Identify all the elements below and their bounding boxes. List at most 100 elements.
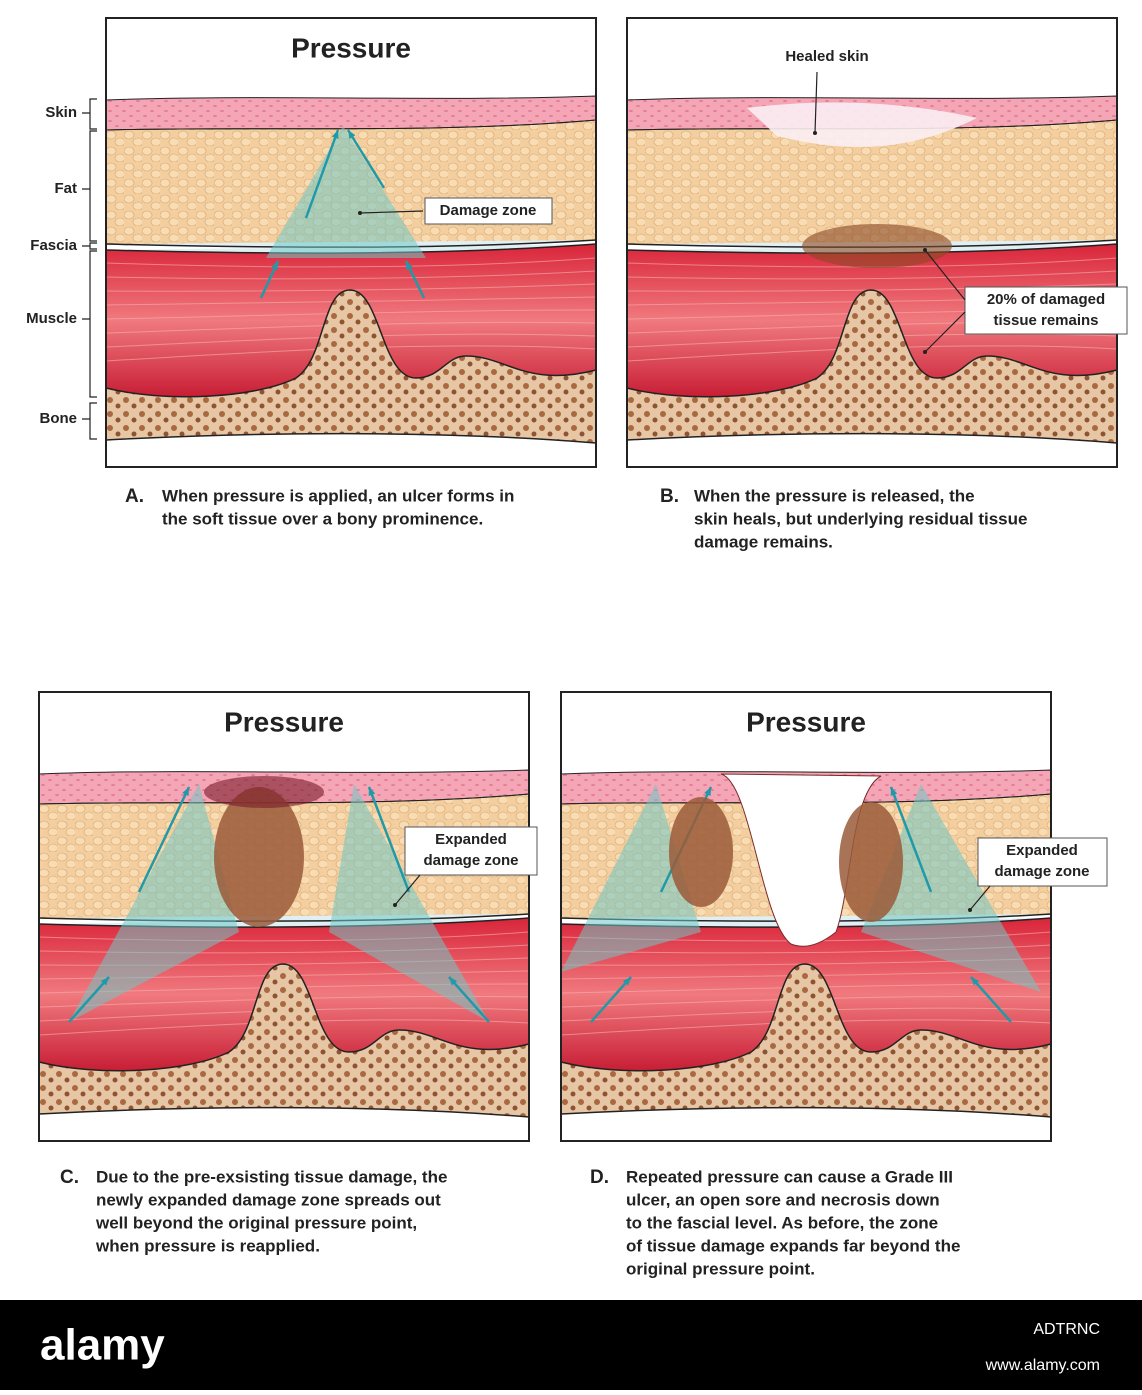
callout-arrow bbox=[814, 71, 818, 134]
layer-label: Fascia bbox=[30, 237, 77, 254]
arrow-head bbox=[890, 787, 898, 796]
necrosis bbox=[669, 797, 733, 907]
muscle-fiber bbox=[105, 257, 597, 268]
arrow bbox=[68, 976, 110, 1023]
callout-tip bbox=[393, 903, 397, 907]
callout-arrow bbox=[394, 874, 421, 906]
layer-bracket bbox=[82, 98, 97, 130]
caption-line: damage remains. bbox=[694, 532, 833, 551]
callout-tip bbox=[968, 908, 972, 912]
muscle-fiber bbox=[38, 944, 530, 954]
layer-bracket bbox=[82, 402, 97, 440]
callout-box bbox=[977, 837, 1108, 887]
panel-title: Pressure bbox=[746, 706, 866, 737]
damage-zone bbox=[329, 784, 489, 1022]
caption-line: original pressure point. bbox=[626, 1259, 815, 1278]
arrow-head bbox=[331, 130, 339, 139]
callout-tip bbox=[923, 350, 927, 354]
panel bbox=[626, 17, 1118, 468]
caption-line: When the pressure is released, the bbox=[694, 486, 975, 505]
callout-arrow bbox=[969, 885, 991, 911]
bone-layer bbox=[626, 289, 1118, 444]
layer-bracket bbox=[82, 250, 97, 398]
caption-line: Repeated pressure can cause a Grade III bbox=[626, 1167, 953, 1186]
skin-line bbox=[105, 119, 597, 131]
panel-border bbox=[38, 691, 530, 1142]
arrow bbox=[970, 976, 1012, 1023]
bone-layer bbox=[38, 963, 530, 1118]
arrow-head bbox=[348, 130, 356, 139]
panel: Pressure bbox=[560, 691, 1052, 1142]
damage-zone bbox=[561, 784, 701, 972]
muscle-fiber bbox=[626, 270, 1118, 280]
arrow bbox=[137, 786, 191, 893]
callout-tip bbox=[358, 211, 362, 215]
callout-text: Expanded bbox=[1006, 842, 1078, 859]
necrosis bbox=[839, 802, 903, 922]
callout-arrow bbox=[359, 210, 424, 214]
layer-label: Muscle bbox=[26, 310, 77, 327]
muscle-layer bbox=[627, 244, 1117, 397]
arrow-head bbox=[368, 787, 376, 796]
muscle-layer bbox=[561, 918, 1051, 1071]
caption-line: well beyond the original pressure point, bbox=[95, 1213, 417, 1232]
arrow-head bbox=[271, 261, 278, 270]
caption-letter: C. bbox=[60, 1167, 79, 1188]
arrow bbox=[346, 129, 386, 189]
panel-title: Pressure bbox=[291, 32, 411, 63]
residual-damage bbox=[802, 224, 952, 268]
callout-text: damage zone bbox=[423, 852, 518, 869]
caption-line: ulcer, an open sore and necrosis down bbox=[626, 1190, 940, 1209]
layer-bracket bbox=[82, 242, 97, 250]
callout-arrow bbox=[924, 311, 966, 353]
brand: alamy bbox=[40, 1321, 165, 1370]
damage-zone bbox=[266, 126, 426, 258]
healed-skin bbox=[747, 102, 977, 148]
arrow bbox=[304, 129, 340, 219]
caption-letter: B. bbox=[660, 486, 679, 507]
panel-border bbox=[560, 691, 1052, 1142]
layer-bracket bbox=[82, 130, 97, 242]
caption-line: newly expanded damage zone spreads out bbox=[96, 1190, 441, 1209]
site-url: www.alamy.com bbox=[985, 1357, 1100, 1374]
caption-line: When pressure is applied, an ulcer forms… bbox=[162, 486, 514, 505]
caption-line: when pressure is reapplied. bbox=[95, 1236, 320, 1255]
caption-letter: A. bbox=[125, 486, 144, 507]
bone-layer bbox=[105, 289, 597, 444]
layer-label: Skin bbox=[45, 104, 77, 121]
callout-text: damage zone bbox=[994, 863, 1089, 880]
arrow-head bbox=[704, 787, 711, 796]
arrow-head bbox=[100, 977, 109, 986]
damage-zone bbox=[861, 784, 1041, 992]
arrow-head bbox=[622, 977, 631, 986]
arrow bbox=[889, 786, 933, 893]
muscle-fiber bbox=[38, 931, 530, 942]
arrow bbox=[448, 976, 490, 1023]
muscle-fiber bbox=[105, 270, 597, 280]
callout-arrow bbox=[924, 249, 966, 301]
panel: Pressure bbox=[105, 17, 597, 468]
muscle-layer bbox=[106, 244, 596, 397]
callout-text: Healed skin bbox=[785, 48, 868, 65]
arrow-head bbox=[406, 261, 413, 270]
arrow-head bbox=[449, 977, 458, 986]
arrow bbox=[367, 786, 411, 893]
caption-line: skin heals, but underlying residual tiss… bbox=[694, 509, 1027, 528]
callout-box bbox=[404, 826, 538, 876]
footer-bar bbox=[0, 1300, 1142, 1390]
arrow bbox=[590, 976, 632, 1023]
caption-letter: D. bbox=[590, 1167, 609, 1188]
panel: Pressure bbox=[38, 691, 530, 1142]
callout-text: 20% of damaged bbox=[987, 291, 1105, 308]
image-id: ADTRNC bbox=[1033, 1321, 1100, 1338]
caption-line: Due to the pre-exsisting tissue damage, … bbox=[96, 1167, 447, 1186]
panel-title: Pressure bbox=[224, 706, 344, 737]
bone-layer bbox=[560, 963, 1052, 1118]
necrosis bbox=[214, 787, 304, 927]
callout-text: tissue remains bbox=[993, 312, 1098, 329]
arrow-head bbox=[971, 977, 980, 986]
caption-line: to the fascial level. As before, the zon… bbox=[626, 1213, 938, 1232]
callout-tip bbox=[923, 248, 927, 252]
wound bbox=[204, 776, 324, 808]
